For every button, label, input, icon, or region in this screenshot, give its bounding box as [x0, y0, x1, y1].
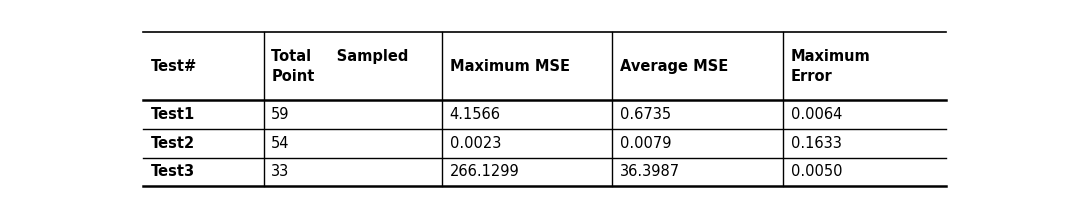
Text: 0.0064: 0.0064: [791, 107, 842, 122]
Text: 59: 59: [271, 107, 290, 122]
Text: 0.1633: 0.1633: [791, 136, 841, 151]
Text: Test#: Test#: [151, 59, 197, 74]
Text: Maximum MSE: Maximum MSE: [450, 59, 570, 74]
Text: 266.1299: 266.1299: [450, 164, 519, 179]
Text: 0.0023: 0.0023: [450, 136, 501, 151]
Text: 4.1566: 4.1566: [450, 107, 500, 122]
Text: Test2: Test2: [151, 136, 195, 151]
Text: 36.3987: 36.3987: [620, 164, 680, 179]
Text: Average MSE: Average MSE: [620, 59, 729, 74]
Text: 54: 54: [271, 136, 290, 151]
Text: 0.0050: 0.0050: [791, 164, 842, 179]
Text: Total     Sampled
Point: Total Sampled Point: [271, 49, 409, 83]
Text: Test3: Test3: [151, 164, 195, 179]
Text: 0.6735: 0.6735: [620, 107, 672, 122]
Text: 0.0079: 0.0079: [620, 136, 672, 151]
Text: Maximum
Error: Maximum Error: [791, 49, 870, 83]
Text: Test1: Test1: [151, 107, 195, 122]
Text: 33: 33: [271, 164, 290, 179]
